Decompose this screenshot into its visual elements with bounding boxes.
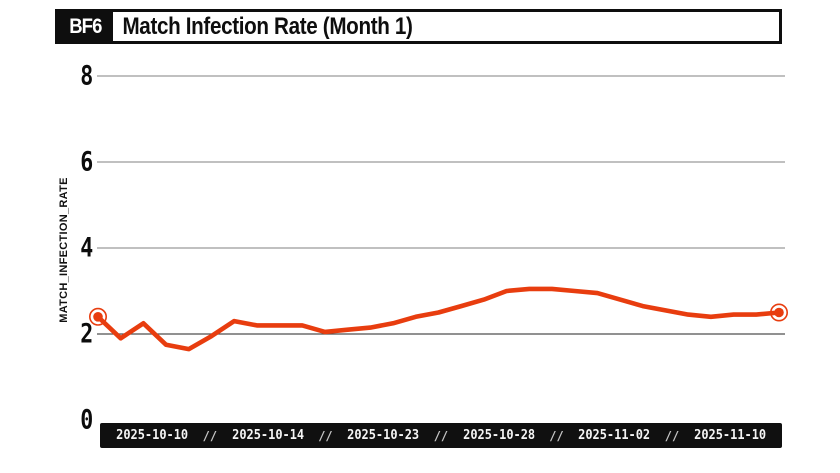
tick-separator: // — [664, 428, 680, 443]
bf6-badge-label: BF6 — [69, 14, 102, 38]
chart-header: BF6 Match Infection Rate (Month 1) — [55, 9, 782, 44]
start-marker-ring — [89, 307, 108, 326]
end-marker-ring — [769, 303, 788, 322]
infection-rate-line — [95, 286, 782, 352]
y-tick-label: 8 — [79, 60, 93, 92]
x-tick-label: 2025-10-23 — [347, 428, 420, 443]
tick-separator: // — [202, 428, 218, 443]
tick-separator: // — [549, 428, 564, 443]
start-marker — [93, 312, 103, 322]
y-tick-label: 4 — [79, 232, 93, 264]
x-axis-strip: 2025-10-10 // 2025-10-14 // 2025-10-23 // 2025… — [100, 423, 782, 448]
end-marker — [774, 307, 784, 318]
x-tick-label: 2025-11-02 — [578, 428, 651, 443]
tick-separator: // — [318, 428, 333, 443]
x-tick-label: 2025-10-28 — [462, 428, 535, 443]
x-tick-label: 2025-11-10 — [693, 428, 766, 443]
y-tick-label: 0 — [79, 404, 93, 436]
bf6-badge: BF6 — [58, 12, 113, 41]
page-title: Match Infection Rate (Month 1) — [122, 12, 413, 40]
y-tick-label: 2 — [79, 318, 93, 350]
y-tick-label: 6 — [79, 146, 93, 178]
tick-separator: // — [433, 428, 449, 443]
x-tick-label: 2025-10-14 — [231, 428, 304, 443]
x-tick-label: 2025-10-10 — [116, 428, 189, 443]
